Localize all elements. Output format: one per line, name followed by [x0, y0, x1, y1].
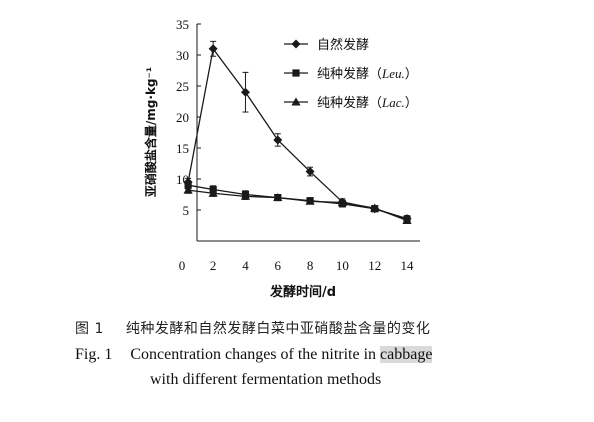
x-tick-label: 10 [336, 258, 349, 273]
legend-item-1: 自然发酵 [284, 37, 369, 53]
data-point [240, 191, 251, 200]
data-point [402, 215, 412, 224]
y-axis-label: 亚硝酸盐含量/mg·kg⁻¹ [143, 67, 158, 197]
data-point [305, 196, 315, 205]
caption-chinese: 图 1 纯种发酵和自然发酵白菜中亚硝酸盐含量的变化 [75, 318, 430, 338]
x-axis-label: 发酵时间/d [269, 284, 336, 300]
y-tick-label: 25 [176, 79, 189, 94]
y-tick-label: 15 [176, 141, 189, 156]
legend-item-2: 纯种发酵（Leu.） [284, 66, 418, 82]
data-point [337, 197, 347, 207]
series-2 [184, 180, 411, 223]
y-tick-label: 5 [183, 203, 190, 218]
y-tick-label: 35 [176, 17, 189, 32]
y-tick-label: 20 [176, 110, 189, 125]
x-tick-label: 14 [401, 258, 415, 273]
caption-english-highlight: cabbage [380, 346, 433, 363]
caption-chinese-text: 纯种发酵和自然发酵白菜中亚硝酸盐含量的变化 [125, 321, 431, 337]
x-tick-label: 6 [275, 258, 282, 273]
legend-marker [292, 69, 300, 77]
x-tick-label: 12 [368, 258, 381, 273]
x-tick-label: 8 [307, 258, 314, 273]
x-tick-label: 0 [179, 258, 186, 273]
x-tick-label: 2 [210, 258, 217, 273]
caption-english-line-1: Fig. 1 Concentration changes of the nitri… [75, 346, 433, 364]
data-point [273, 193, 283, 202]
caption-english-line-2: with different fermentation methods [150, 371, 381, 389]
legend-marker [291, 97, 301, 106]
series-line [188, 184, 408, 220]
caption-english-label: Fig. 1 [75, 346, 113, 363]
data-point [184, 181, 192, 189]
caption-english-text-2: with different fermentation methods [150, 371, 382, 388]
data-point [208, 44, 218, 54]
data-point [240, 87, 250, 97]
caption-english-text-1: Concentration changes of the nitrite in [130, 346, 377, 363]
legend-label: 自然发酵 [317, 37, 369, 53]
data-point [273, 135, 283, 145]
x-tick-label: 4 [242, 258, 249, 273]
caption-chinese-label: 图 1 [75, 321, 104, 337]
data-point [370, 203, 380, 212]
legend-marker [291, 39, 301, 49]
series-line [188, 189, 408, 222]
series-3 [183, 185, 412, 224]
legend-item-3: 纯种发酵（Lac.） [284, 95, 418, 111]
data-point [208, 188, 218, 197]
data-point [305, 167, 315, 177]
y-tick-label: 30 [176, 48, 189, 63]
data-point [183, 185, 193, 194]
legend-label: 纯种发酵（Leu.） [317, 66, 418, 82]
legend-label: 纯种发酵（Lac.） [317, 95, 418, 111]
